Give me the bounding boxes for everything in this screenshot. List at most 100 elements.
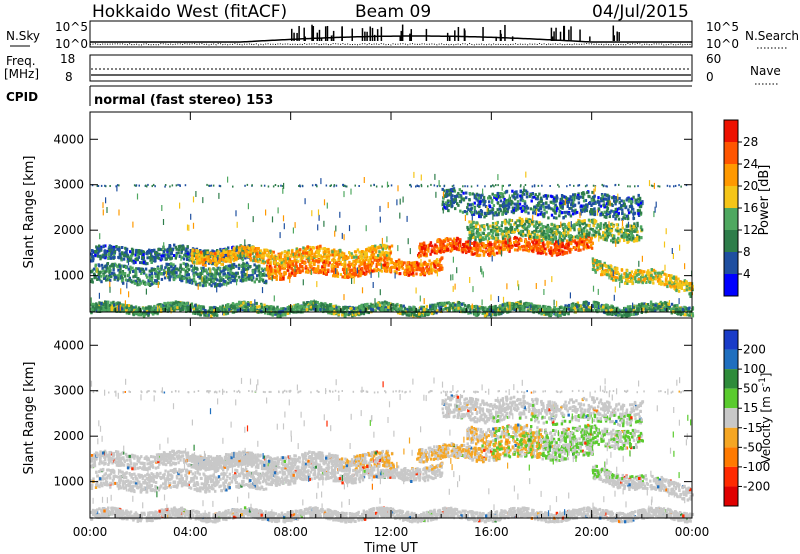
scatter-cell (291, 260, 294, 264)
scatter-cell (262, 308, 265, 312)
scatter-cell (90, 259, 94, 263)
scatter-cell (259, 277, 262, 281)
scatter-cell (578, 307, 582, 311)
scatter-cell (377, 306, 380, 310)
scatter-cell (127, 304, 131, 307)
scatter-cell (349, 307, 352, 310)
noise-search-label: N.Search (745, 29, 799, 43)
scatter-cell (375, 263, 378, 266)
scatter-cell (285, 251, 289, 255)
scatter-cell (198, 311, 202, 315)
scatter-cell (426, 263, 430, 266)
scatter-cell (595, 309, 598, 313)
scatter-cell (172, 269, 176, 273)
scatter-cell (215, 269, 218, 273)
scatter-cell (113, 263, 116, 267)
scatter-cell (412, 273, 415, 277)
scatter-cell (156, 273, 160, 277)
scatter-cell (366, 307, 369, 311)
scatter-cell (424, 312, 428, 316)
scatter-cell (162, 303, 165, 307)
scatter-cell (207, 255, 210, 259)
scatter-cell (421, 264, 424, 268)
scatter-cell (284, 307, 287, 311)
scatter-cell (232, 275, 236, 279)
scatter-cell (158, 256, 161, 260)
scatter-cell (331, 250, 334, 254)
scatter-cell (626, 307, 629, 311)
scatter-cell (403, 273, 407, 276)
scatter-cell (351, 262, 354, 266)
scatter-cell (97, 263, 100, 267)
scatter-cell (632, 312, 636, 316)
scatter-cell (180, 277, 183, 280)
scatter-cell (314, 251, 318, 255)
scatter-cell (403, 261, 406, 265)
scatter-cell (384, 250, 388, 254)
scatter-cell (224, 308, 227, 311)
scatter-cell (255, 249, 258, 253)
scatter-cell (112, 253, 116, 257)
scatter-cell (616, 308, 620, 312)
scatter-cell (319, 246, 322, 250)
scatter-cell (97, 308, 100, 312)
scatter-cell (326, 248, 329, 252)
scatter-cell (485, 309, 488, 313)
scatter-cell (240, 301, 243, 305)
scatter-cell (627, 311, 630, 315)
scatter-cell (591, 305, 595, 308)
scatter-cell (98, 249, 101, 253)
scatter-cell (200, 311, 204, 315)
scatter-cell (301, 261, 304, 265)
scatter-cell (104, 270, 107, 274)
scatter-cell (224, 259, 227, 263)
scatter-cell (237, 246, 241, 250)
scatter-cell (501, 303, 505, 307)
scatter-cell (548, 307, 552, 311)
scatter-cell (611, 308, 614, 312)
scatter-cell (279, 274, 283, 278)
scatter-cell (623, 309, 626, 312)
scatter-cell (443, 244, 446, 248)
scatter-cell (327, 250, 331, 254)
scatter-cell (319, 305, 323, 309)
scatter-cell (96, 278, 99, 281)
scatter-cell (426, 248, 429, 251)
scatter-cell (159, 303, 162, 307)
scatter-cell (232, 259, 236, 263)
scatter-cell (142, 311, 145, 315)
scatter-cell (333, 309, 336, 313)
scatter-cell (616, 311, 619, 315)
scatter-cell (564, 304, 567, 308)
scatter-cell (597, 309, 601, 313)
scatter-cell (394, 260, 398, 264)
scatter-cell (365, 264, 369, 268)
scatter-cell (665, 301, 669, 305)
scatter-cell (398, 261, 401, 265)
scatter-cell (434, 270, 438, 274)
scatter-cell (159, 268, 162, 271)
scatter-cell (433, 309, 436, 313)
scatter-cell (160, 248, 163, 252)
scatter-cell (252, 245, 255, 249)
scatter-cell (426, 264, 429, 268)
scatter-cell (508, 246, 512, 250)
scatter-cell (203, 251, 207, 255)
scatter-cell (219, 306, 222, 310)
scatter-cell (570, 308, 573, 312)
scatter-cell (463, 303, 467, 307)
scatter-cell (154, 308, 157, 312)
scatter-cell (132, 259, 136, 263)
scatter-cell (138, 251, 142, 255)
scatter-cell (197, 274, 200, 278)
scatter-cell (155, 282, 158, 285)
scatter-cell (567, 303, 570, 307)
scatter-cell (227, 246, 230, 250)
scatter-cell (179, 244, 183, 248)
scatter-cell (296, 307, 299, 311)
scatter-cell (248, 253, 252, 257)
scatter-cell (201, 284, 205, 288)
scatter-cell (105, 278, 108, 282)
scatter-cell (220, 276, 223, 280)
scatter-cell (571, 304, 575, 308)
